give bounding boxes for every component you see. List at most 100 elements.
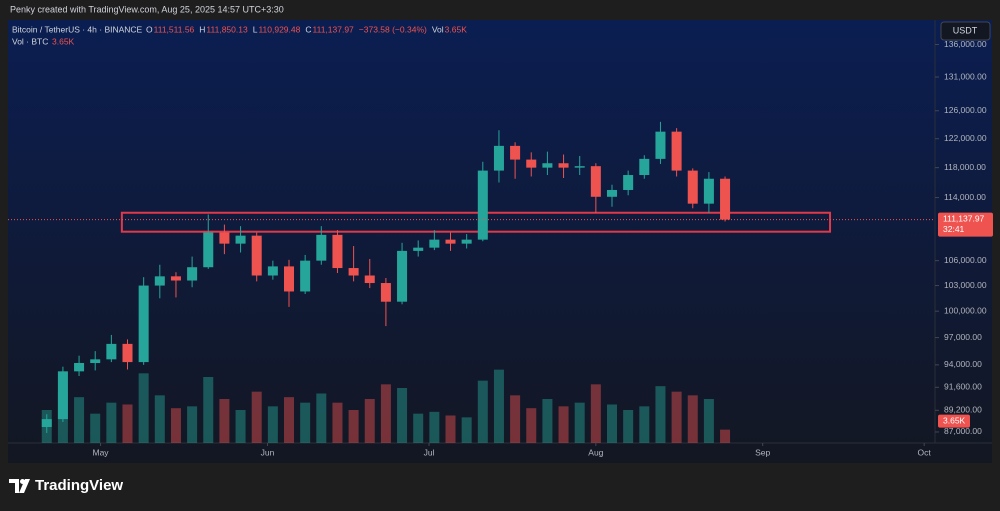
volume-legend-label: Vol · BTC	[12, 36, 48, 46]
candle-body	[687, 170, 698, 204]
candle-body	[364, 275, 375, 284]
currency-button[interactable]	[940, 21, 991, 41]
price-tick-label: 118,000.00	[944, 162, 986, 172]
candle-body	[526, 159, 537, 168]
legend-label: C	[305, 24, 311, 34]
candle-body	[558, 163, 569, 168]
volume-bar	[332, 402, 343, 443]
legend-value: 110,929.48	[258, 24, 300, 34]
volume-bar	[720, 429, 731, 443]
candle-body	[493, 145, 504, 171]
brand-logo	[9, 479, 30, 493]
volume-bar	[477, 380, 488, 443]
volume-bar	[348, 410, 359, 443]
candle-body	[74, 363, 85, 372]
last-price-box	[938, 212, 993, 237]
volume-bar	[413, 413, 424, 443]
credit: Penky created with TradingView.com, Aug …	[10, 4, 284, 14]
candle-body	[380, 283, 391, 302]
volume-bar	[671, 391, 682, 443]
volume-bar	[445, 415, 456, 443]
volume-bar	[106, 402, 117, 443]
price-tick-label: 87,000.00	[944, 426, 982, 436]
volume-bar	[316, 393, 327, 443]
time-tick-label: Oct	[918, 447, 932, 457]
volume-bar	[284, 397, 295, 443]
volume-bar	[187, 406, 198, 443]
legend-label: L	[253, 24, 258, 34]
time-tick-label: Jul	[424, 447, 435, 457]
time-tick-label: Sep	[755, 447, 770, 457]
volume-bar	[461, 417, 472, 443]
candle-body	[187, 267, 198, 281]
volume-bar	[219, 399, 230, 443]
candle-body	[154, 276, 165, 286]
candle-body	[574, 166, 585, 168]
volume-bar	[203, 377, 214, 443]
volume-bar	[687, 395, 698, 443]
candle-body	[720, 178, 731, 220]
candle-body	[542, 163, 553, 168]
legend-value: 111,850.13	[206, 24, 248, 34]
volume-bar	[170, 408, 181, 443]
price-tick-label: 89,200.00	[944, 405, 982, 415]
legend-value: 111,511.56	[154, 24, 195, 34]
brand: TradingView	[35, 477, 123, 494]
support-zone	[120, 211, 832, 233]
candle-body	[606, 189, 618, 197]
volume-bar	[542, 399, 553, 443]
volume-bar	[703, 399, 714, 443]
volume-bar	[364, 399, 375, 443]
candle-body	[251, 235, 262, 276]
volume-bar	[267, 406, 278, 443]
price-tick-label: 100,000.00	[944, 305, 987, 315]
volume-bar	[526, 408, 537, 443]
candle-body	[461, 239, 472, 244]
volume-bar	[429, 411, 440, 443]
candle-body	[413, 247, 424, 251]
price-tick-label: 122,000.00	[944, 133, 987, 143]
candle-body	[703, 178, 714, 204]
currency[interactable]: USDT	[953, 25, 978, 35]
price-tick-label: 91,600.00	[944, 382, 982, 392]
time-tick-label: Jun	[261, 447, 275, 457]
candle-body	[170, 276, 181, 281]
volume-bar	[493, 369, 504, 443]
candle-body	[510, 145, 521, 160]
volume-bar	[574, 402, 585, 443]
candle-body	[671, 131, 682, 171]
candle-body	[57, 371, 68, 420]
candle-body	[316, 234, 327, 261]
candle-body	[590, 166, 601, 197]
volume-bar	[590, 384, 601, 443]
volume-bar	[74, 397, 85, 443]
plot	[41, 121, 832, 443]
legend-value: 3.65K	[445, 24, 468, 34]
volume-bar	[623, 410, 634, 443]
symbol: Bitcoin / TetherUS · 4h · BINANCE	[12, 24, 143, 34]
candle-body	[348, 268, 359, 276]
candle-body	[397, 250, 408, 302]
candle-body	[300, 260, 311, 292]
ohlc-legend: O 111,511.56 H 111,850.13 L 110,929.48 C 111,13…	[146, 24, 467, 34]
price-tick-label: 136,000.00	[944, 39, 987, 49]
legend-value: 111,137.97	[313, 24, 355, 34]
price-tick-label: 97,000.00	[944, 332, 982, 342]
candle-body	[445, 239, 456, 244]
candle-body	[90, 359, 101, 364]
chart-pane	[8, 20, 992, 463]
candle-body	[655, 131, 666, 159]
volume-bar	[397, 388, 408, 443]
volume-bar	[655, 386, 666, 443]
volume-bar	[510, 395, 521, 443]
price-tick-label: 106,000.00	[944, 255, 987, 265]
price-tick-label: 94,000.00	[944, 359, 982, 369]
price-tick-label: 131,000.00	[944, 71, 987, 81]
last-price-label: 111,137.97	[943, 213, 985, 223]
volume-bar	[251, 391, 262, 443]
candle-body	[477, 170, 488, 240]
volume-box	[938, 414, 970, 428]
candle-body	[267, 266, 278, 276]
volume-bar	[639, 406, 650, 443]
candle-body	[332, 234, 343, 269]
